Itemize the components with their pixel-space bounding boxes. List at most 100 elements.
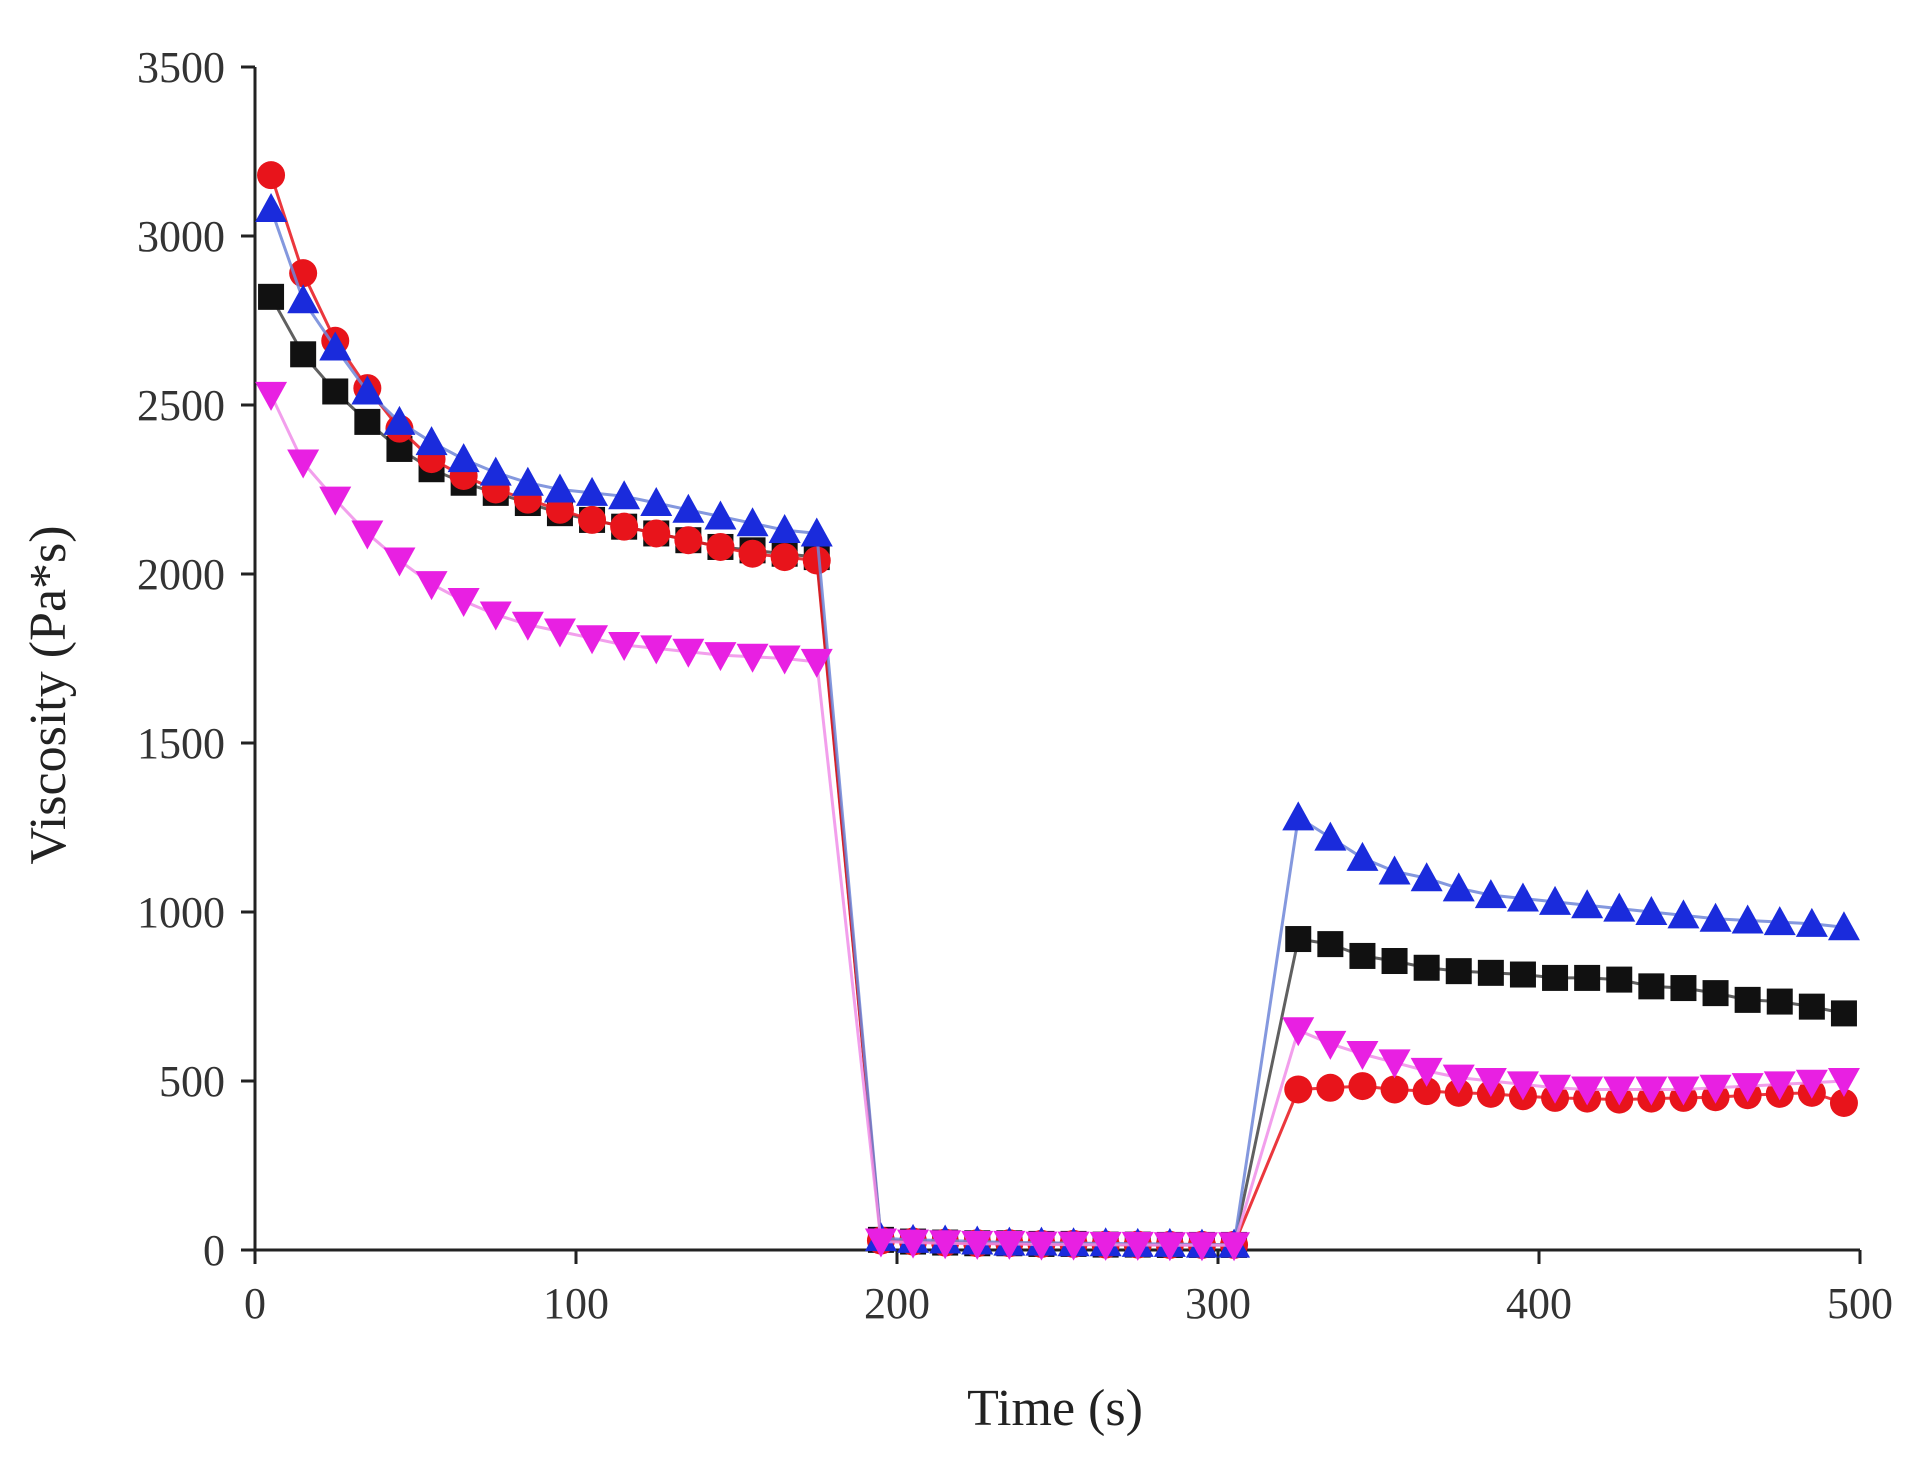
data-point-triangle-up	[672, 493, 705, 523]
data-point-circle	[1348, 1072, 1377, 1101]
data-point-triangle-up	[1603, 892, 1636, 922]
data-point-triangle-down	[576, 625, 609, 655]
data-point-circle	[1316, 1073, 1345, 1102]
x-tick-label: 500	[1827, 1279, 1893, 1328]
plot-series	[255, 161, 1860, 1262]
data-point-square	[290, 341, 317, 368]
data-point-triangle-down	[640, 635, 673, 665]
data-point-square	[1509, 961, 1536, 988]
data-point-square	[354, 408, 381, 435]
data-point-circle	[1412, 1077, 1441, 1106]
data-point-square	[1798, 993, 1825, 1020]
data-point-square	[258, 283, 285, 310]
data-point-triangle-down	[511, 611, 544, 641]
data-point-square	[1413, 954, 1440, 981]
data-point-square	[1670, 975, 1697, 1002]
x-tick-label: 300	[1185, 1279, 1251, 1328]
data-point-triangle-up	[383, 405, 416, 435]
data-point-triangle-down	[1410, 1057, 1443, 1087]
data-point-triangle-up	[768, 514, 801, 544]
data-point-triangle-up	[1827, 911, 1860, 941]
data-point-triangle-down	[479, 601, 512, 631]
data-point-triangle-up	[1442, 872, 1475, 902]
data-point-triangle-down	[1153, 1232, 1186, 1262]
data-point-circle	[610, 512, 639, 541]
data-point-triangle-up	[255, 192, 288, 222]
data-point-triangle-down	[672, 638, 705, 668]
data-point-triangle-up	[543, 473, 576, 503]
data-point-triangle-up	[608, 480, 641, 510]
data-point-triangle-up	[1410, 862, 1443, 892]
data-point-triangle-up	[479, 456, 512, 486]
data-point-triangle-down	[768, 645, 801, 675]
data-point-square	[1349, 942, 1376, 969]
data-point-square	[1445, 958, 1472, 985]
data-point-triangle-down	[1121, 1231, 1154, 1261]
data-point-square	[1606, 966, 1633, 993]
data-point-triangle-down	[543, 618, 576, 648]
data-point-triangle-down	[1057, 1231, 1090, 1261]
data-point-circle	[706, 532, 735, 561]
data-point-circle	[738, 539, 767, 568]
data-point-triangle-up	[736, 507, 769, 537]
data-point-triangle-down	[1506, 1071, 1539, 1101]
data-point-triangle-down	[1474, 1068, 1507, 1097]
data-point-triangle-up	[1314, 821, 1347, 851]
data-point-triangle-down	[1731, 1073, 1764, 1103]
data-point-circle	[642, 519, 671, 548]
y-tick-label: 2500	[137, 381, 225, 430]
data-point-triangle-down	[255, 381, 288, 411]
axes	[253, 67, 1860, 1252]
y-tick-label: 3000	[137, 212, 225, 261]
data-point-triangle-up	[800, 517, 833, 547]
data-point-triangle-down	[383, 547, 416, 577]
data-point-triangle-down	[1218, 1232, 1251, 1262]
data-point-triangle-up	[1282, 801, 1315, 831]
data-point-triangle-up	[1795, 907, 1828, 937]
data-point-circle	[1829, 1088, 1858, 1117]
x-tick-label: 0	[244, 1279, 266, 1328]
data-point-triangle-up	[1571, 889, 1604, 919]
data-point-triangle-down	[864, 1228, 897, 1258]
data-point-triangle-down	[1635, 1076, 1668, 1106]
series-triangle-up	[255, 192, 1860, 1258]
data-point-triangle-down	[736, 643, 769, 673]
y-tick-label: 3500	[137, 43, 225, 92]
data-point-square	[1638, 973, 1665, 1000]
data-point-triangle-up	[415, 426, 448, 456]
data-point-triangle-down	[929, 1230, 962, 1260]
series-line	[269, 394, 1845, 1247]
data-point-triangle-up	[351, 375, 384, 405]
data-point-triangle-down	[1089, 1231, 1122, 1261]
data-point-triangle-down	[447, 588, 480, 618]
data-point-triangle-down	[319, 486, 352, 516]
data-point-triangle-down	[1539, 1074, 1572, 1104]
data-point-square	[1702, 980, 1729, 1007]
data-point-circle	[578, 505, 607, 534]
data-point-triangle-down	[1603, 1076, 1636, 1106]
y-tick-label: 2000	[137, 550, 225, 599]
data-point-triangle-up	[1539, 885, 1572, 915]
data-point-triangle-down	[1699, 1074, 1732, 1104]
data-point-triangle-down	[1571, 1076, 1604, 1106]
data-point-triangle-down	[1795, 1069, 1828, 1099]
data-point-triangle-up	[1667, 899, 1700, 929]
data-point-circle	[545, 495, 574, 524]
series-triangle-down	[255, 381, 1860, 1262]
data-point-triangle-down	[1378, 1049, 1411, 1079]
y-tick-label: 1000	[137, 888, 225, 937]
x-axis-title: Time (s)	[967, 1380, 1143, 1437]
data-point-square	[1317, 931, 1344, 958]
data-point-square	[1574, 964, 1601, 991]
data-point-triangle-up	[1506, 882, 1539, 912]
data-point-triangle-down	[1025, 1231, 1058, 1261]
y-tick-label: 500	[159, 1057, 225, 1106]
x-tick-label: 100	[543, 1279, 609, 1328]
data-point-triangle-down	[993, 1230, 1026, 1260]
data-point-triangle-down	[1185, 1232, 1218, 1262]
data-point-triangle-up	[447, 443, 480, 473]
data-point-circle	[770, 543, 799, 572]
data-point-triangle-down	[704, 642, 737, 672]
data-point-triangle-down	[1667, 1076, 1700, 1106]
